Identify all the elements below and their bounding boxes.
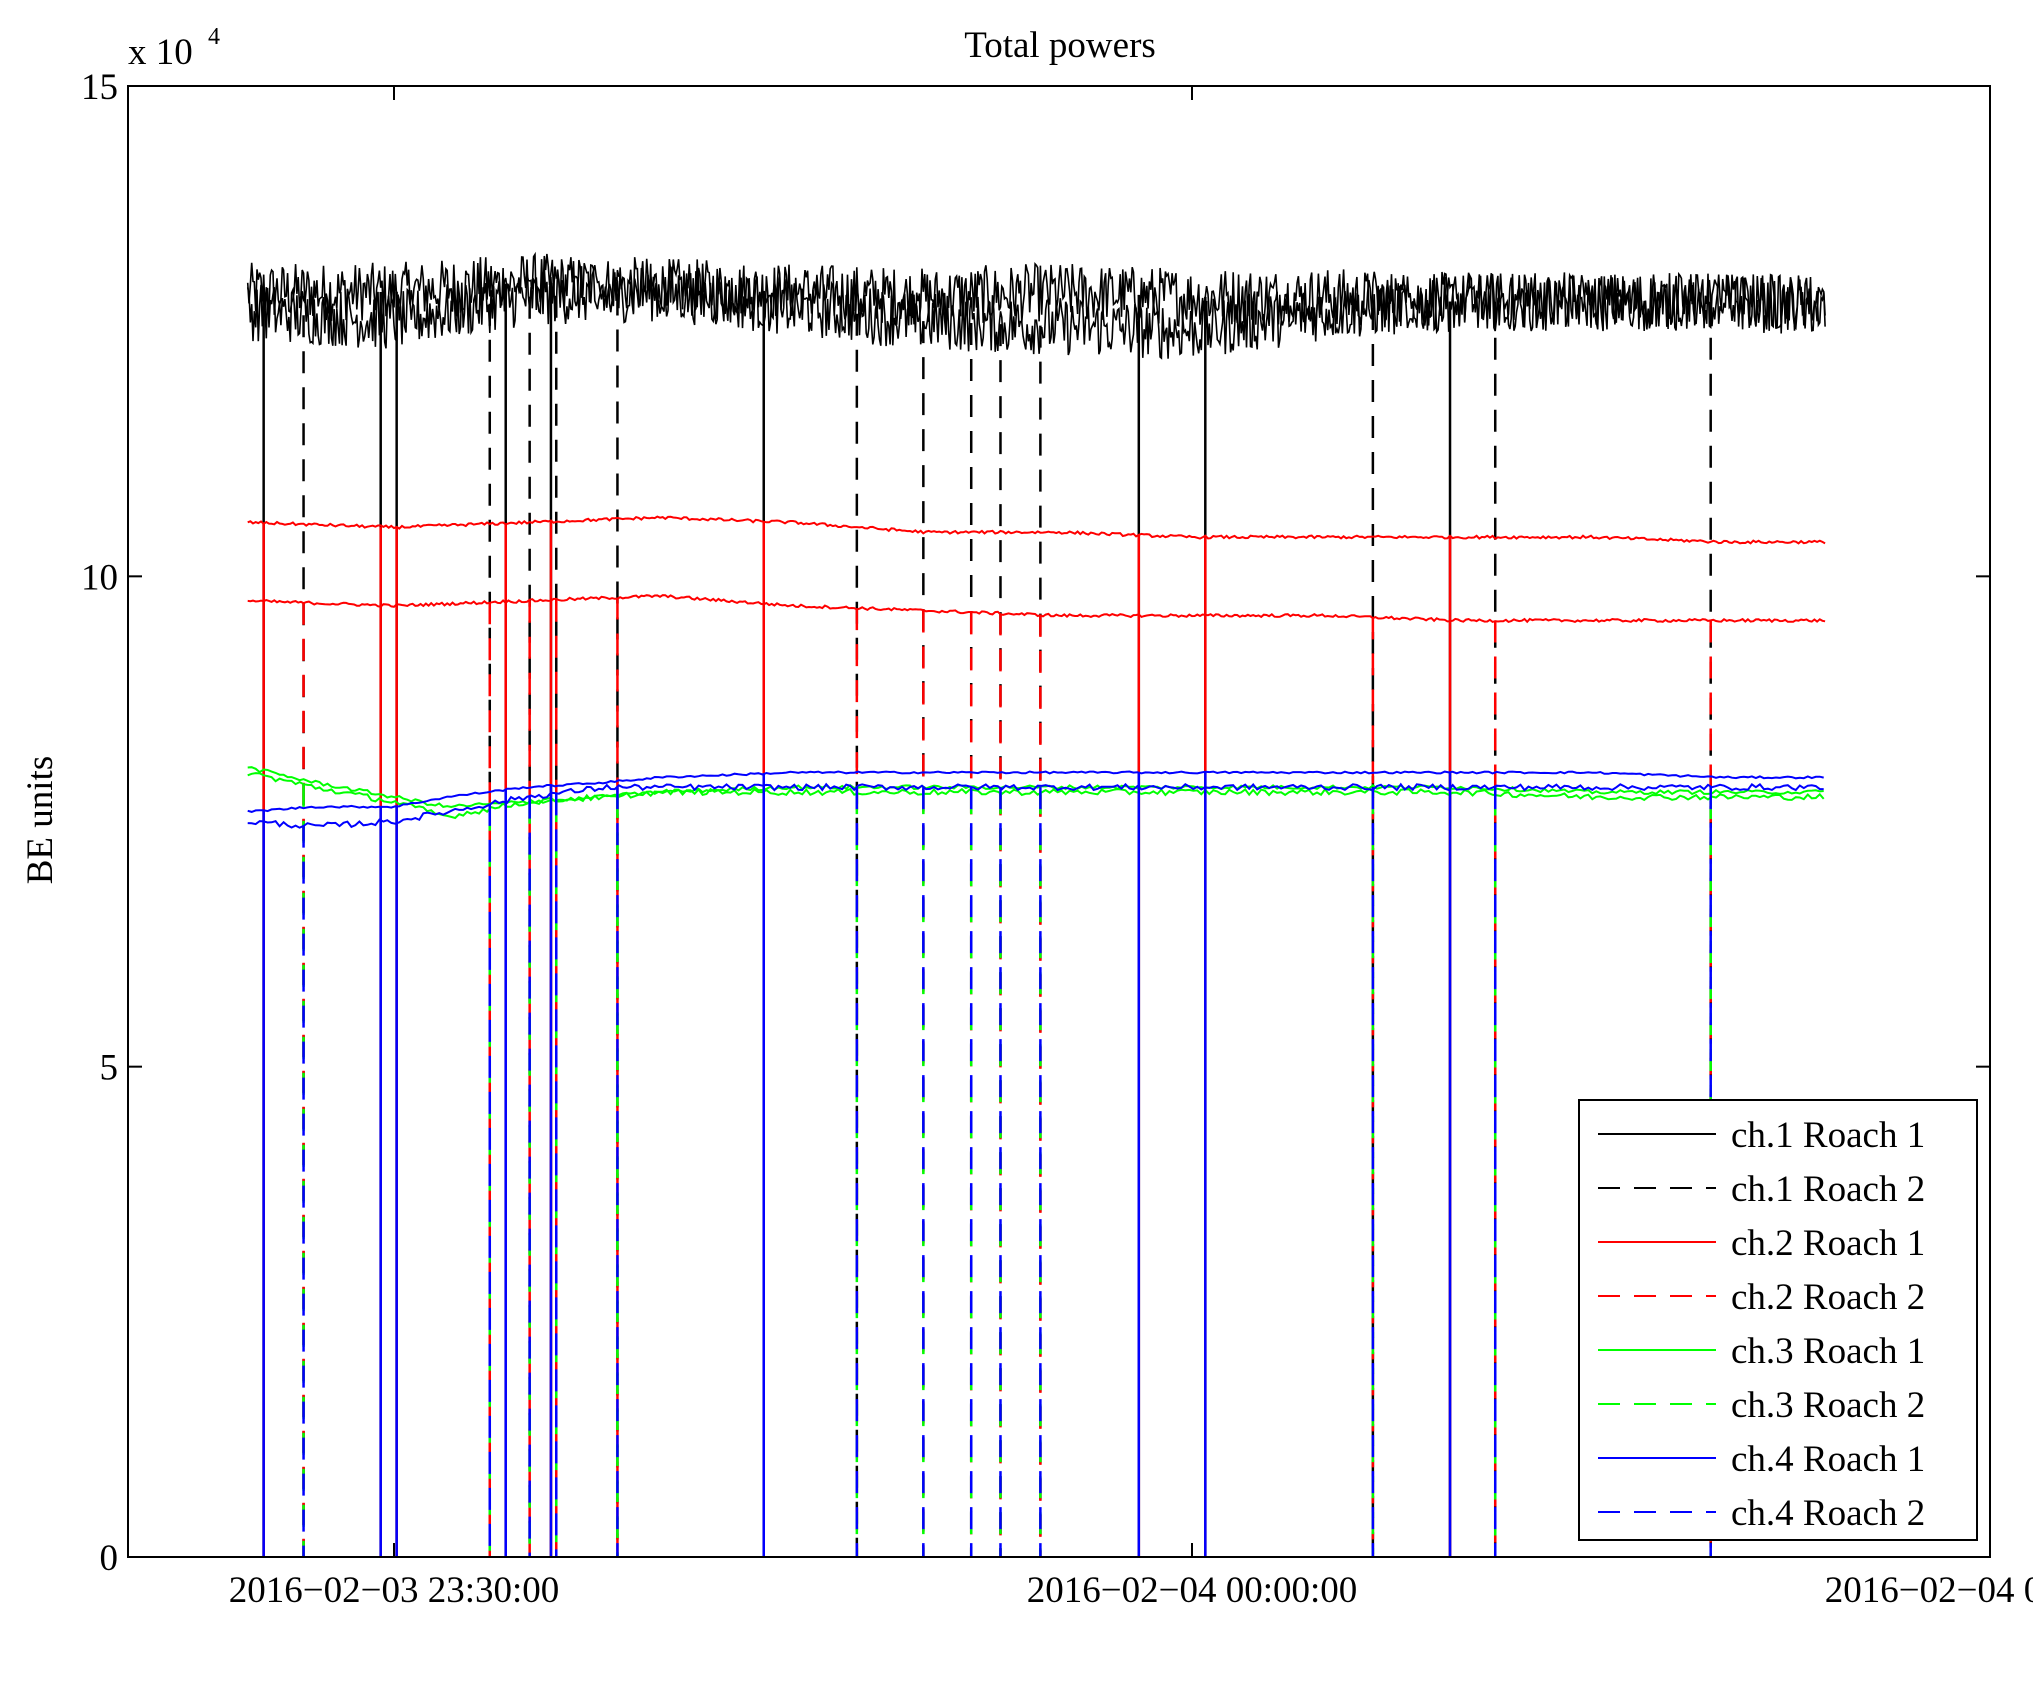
series-line: [247, 594, 1826, 624]
x-tick-label: 2016−02−04 00:30:00: [1825, 1570, 2033, 1611]
legend-box: [1578, 1099, 1978, 1541]
legend-label: ch.2 Roach 1: [1731, 1223, 1925, 1264]
legend-entry: ch.1 Roach 2: [1598, 1169, 1925, 1210]
series-line: [247, 515, 1826, 545]
legend-entry: ch.4 Roach 1: [1598, 1439, 1925, 1480]
legend-label: ch.3 Roach 1: [1731, 1331, 1925, 1372]
chart-title: Total powers: [964, 25, 1156, 66]
x-tick-label: 2016−02−03 23:30:00: [229, 1570, 560, 1611]
series-ch-4-roach-2: [247, 782, 1824, 1557]
series-ch-4-roach-1: [247, 770, 1824, 1557]
plot-series: [246, 251, 1826, 1557]
legend-entry: ch.2 Roach 2: [1598, 1277, 1925, 1318]
y-tick-label: 10: [81, 557, 118, 598]
legend-label: ch.2 Roach 2: [1731, 1277, 1925, 1318]
series-line: [246, 251, 1826, 332]
legend-label: ch.4 Roach 2: [1731, 1493, 1925, 1534]
legend-label: ch.1 Roach 1: [1731, 1115, 1925, 1156]
legend-entry: ch.3 Roach 2: [1598, 1385, 1925, 1426]
legend-label: ch.3 Roach 2: [1731, 1385, 1925, 1426]
legend-entry: ch.4 Roach 2: [1598, 1493, 1925, 1534]
y-multiplier-exponent: 4: [208, 24, 220, 50]
legend-label: ch.1 Roach 2: [1731, 1169, 1925, 1210]
legend-entry: ch.2 Roach 1: [1598, 1223, 1925, 1264]
plot-frame: [127, 85, 1991, 1558]
legend-label: ch.4 Roach 1: [1731, 1439, 1925, 1480]
y-tick-label: 15: [81, 67, 118, 108]
y-axis-label: BE units: [20, 756, 61, 885]
series-ch-3-roach-2: [247, 772, 1825, 1557]
y-tick-label: 5: [100, 1048, 119, 1089]
series-line: [247, 772, 1825, 820]
series-line: [246, 263, 1826, 360]
x-tick-label: 2016−02−04 00:00:00: [1027, 1570, 1358, 1611]
y-multiplier: x 10: [128, 32, 193, 73]
y-tick-label: 0: [100, 1538, 119, 1579]
legend-entry: ch.3 Roach 1: [1598, 1331, 1925, 1372]
legend: ch.1 Roach 1 ch.1 Roach 2 ch.2 Roach 1 ch.2…: [1578, 1099, 1978, 1541]
axis-ticks: 0 5 10 15 2016−02−03 23:30:00 2016−02−04 00:0…: [81, 67, 2033, 1611]
legend-entry: ch.1 Roach 1: [1598, 1115, 1925, 1156]
series-line: [247, 770, 1824, 813]
series-line: [247, 782, 1824, 829]
